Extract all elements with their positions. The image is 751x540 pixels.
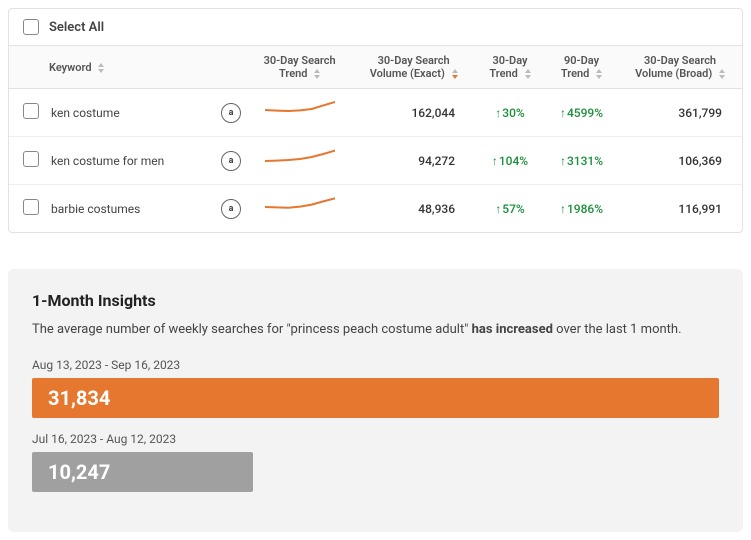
col-keyword[interactable]: Keyword xyxy=(9,46,247,89)
row-vol-exact: 94,272 xyxy=(352,137,475,185)
row-trend-30: 30% xyxy=(475,89,545,137)
insights-title: 1-Month Insights xyxy=(32,291,719,310)
row-keyword: barbie costumes xyxy=(45,185,215,233)
col-vol-broad-label: 30-Day Search Volume (Broad) xyxy=(635,54,716,80)
row-vol-broad: 361,799 xyxy=(618,89,742,137)
sort-icon xyxy=(98,63,104,73)
insight-bar-row: Jul 16, 2023 - Aug 12, 2023 10,247 xyxy=(32,432,719,492)
col-30d-trend-label: 30-Day Trend xyxy=(489,54,527,80)
row-checkbox[interactable] xyxy=(23,199,39,215)
keyword-table-container: Select All Keyword 30-Day Search Trend 3… xyxy=(8,8,743,233)
keyword-table: Keyword 30-Day Search Trend 30-Day Searc… xyxy=(9,46,742,232)
row-checkbox[interactable] xyxy=(23,103,39,119)
row-vol-exact: 48,936 xyxy=(352,185,475,233)
row-badge-cell: a xyxy=(215,89,247,137)
row-keyword: ken costume xyxy=(45,89,215,137)
col-vol-exact-label: 30-Day Search Volume (Exact) xyxy=(370,54,450,80)
insights-panel: 1-Month Insights The average number of w… xyxy=(8,269,743,532)
sort-icon xyxy=(719,69,725,79)
sort-icon-active xyxy=(452,69,458,79)
insights-intro: The average number of weekly searches fo… xyxy=(32,320,719,340)
row-badge-cell: a xyxy=(215,137,247,185)
sort-icon xyxy=(596,69,602,79)
amazon-badge-icon: a xyxy=(221,151,241,171)
amazon-badge-icon: a xyxy=(221,103,241,123)
row-vol-broad: 106,369 xyxy=(618,137,742,185)
table-row: barbie costumes a 48,936 57% 1986% 116,9… xyxy=(9,185,742,233)
col-30d-trend[interactable]: 30-Day Trend xyxy=(475,46,545,89)
row-trend-30: 57% xyxy=(475,185,545,233)
col-90d-trend[interactable]: 90-Day Trend xyxy=(545,46,618,89)
row-checkbox[interactable] xyxy=(23,151,39,167)
select-all-checkbox[interactable] xyxy=(23,19,39,35)
col-trend-30-label: 30-Day Search Trend xyxy=(264,54,336,80)
sparkline-icon xyxy=(265,101,335,121)
row-spark xyxy=(247,137,352,185)
select-all-label: Select All xyxy=(49,20,104,35)
row-vol-exact: 162,044 xyxy=(352,89,475,137)
col-vol-exact[interactable]: 30-Day Search Volume (Exact) xyxy=(352,46,475,89)
row-trend-30: 104% xyxy=(475,137,545,185)
sort-icon xyxy=(525,69,531,79)
bar-value: 10,247 xyxy=(32,452,253,492)
table-row: ken costume a 162,044 30% 4599% 361,799 xyxy=(9,89,742,137)
table-row: ken costume for men a 94,272 104% 3131% … xyxy=(9,137,742,185)
row-trend-90: 3131% xyxy=(545,137,618,185)
col-trend-30[interactable]: 30-Day Search Trend xyxy=(247,46,352,89)
row-badge-cell: a xyxy=(215,185,247,233)
row-trend-90: 4599% xyxy=(545,89,618,137)
col-vol-broad[interactable]: 30-Day Search Volume (Broad) xyxy=(618,46,742,89)
row-spark xyxy=(247,185,352,233)
row-trend-90: 1986% xyxy=(545,185,618,233)
amazon-badge-icon: a xyxy=(221,199,241,219)
sort-icon xyxy=(314,69,320,79)
row-vol-broad: 116,991 xyxy=(618,185,742,233)
bar-date-range: Aug 13, 2023 - Sep 16, 2023 xyxy=(32,358,719,372)
insight-bar-row: Aug 13, 2023 - Sep 16, 2023 31,834 xyxy=(32,358,719,418)
row-spark xyxy=(247,89,352,137)
bar-value: 31,834 xyxy=(32,378,719,418)
col-keyword-label: Keyword xyxy=(49,61,92,74)
row-keyword: ken costume for men xyxy=(45,137,215,185)
sparkline-icon xyxy=(265,149,335,169)
bar-date-range: Jul 16, 2023 - Aug 12, 2023 xyxy=(32,432,719,446)
select-all-row: Select All xyxy=(9,9,742,46)
col-90d-trend-label: 90-Day Trend xyxy=(561,54,599,80)
sparkline-icon xyxy=(265,197,335,217)
